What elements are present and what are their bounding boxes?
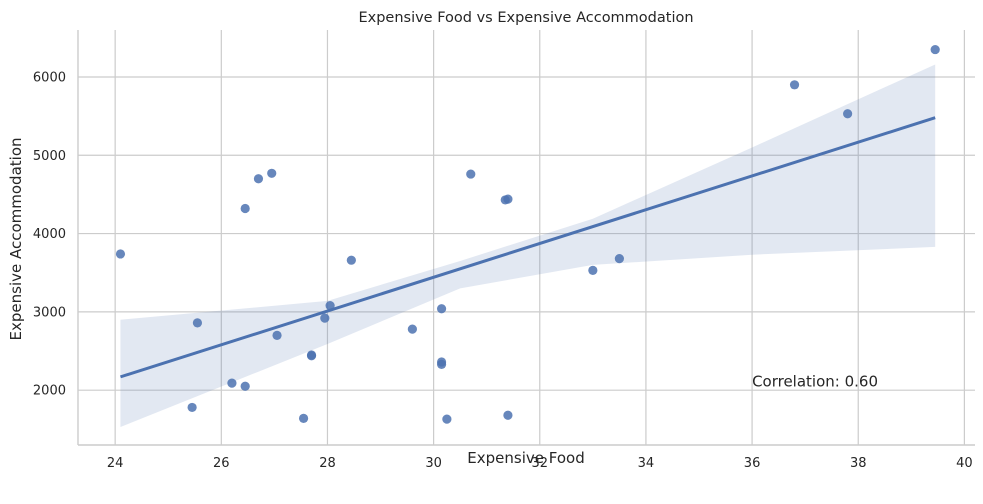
data-point-8 <box>272 330 282 340</box>
x-tick-label-1: 26 <box>213 456 230 471</box>
data-point-19 <box>442 414 452 424</box>
x-tick-label-0: 24 <box>107 456 124 471</box>
correlation-annotation: Correlation: 0.60 <box>752 372 878 390</box>
chart-title: Expensive Food vs Expensive Accommodatio… <box>358 10 693 26</box>
y-gridlines <box>78 76 975 391</box>
data-point-28 <box>930 44 940 55</box>
y-tick-label-0: 2000 <box>33 384 66 399</box>
x-tick-label-6: 36 <box>744 456 761 471</box>
data-point-3 <box>227 378 237 388</box>
x-tick-labels: 24 26 28 30 32 34 36 38 40 <box>107 456 973 471</box>
x-tick-label-7: 38 <box>850 456 867 471</box>
regression-line <box>120 116 936 379</box>
data-point-2 <box>192 318 203 328</box>
y-tick-label-4: 6000 <box>33 70 66 85</box>
x-tick-label-8: 40 <box>956 456 973 471</box>
x-tick-label-2: 28 <box>319 456 336 471</box>
data-point-0 <box>115 249 126 259</box>
data-point-23 <box>503 410 513 420</box>
data-point-4 <box>240 381 250 391</box>
data-point-12 <box>320 313 330 323</box>
data-point-9 <box>298 413 309 423</box>
data-point-14 <box>346 255 356 265</box>
x-tick-label-3: 30 <box>425 456 442 471</box>
data-point-11 <box>306 350 317 360</box>
x-axis-label: Expensive Food <box>467 449 584 467</box>
data-point-5 <box>240 203 250 214</box>
data-point-1 <box>187 402 197 413</box>
data-point-20 <box>466 169 476 179</box>
data-point-6 <box>253 174 264 184</box>
y-tick-label-3: 5000 <box>33 149 66 164</box>
y-axis-label: Expensive Accommodation <box>7 138 25 341</box>
data-point-16 <box>436 304 447 314</box>
y-tick-label-1: 3000 <box>33 305 66 320</box>
y-tick-label-2: 4000 <box>33 227 66 242</box>
data-point-27 <box>843 109 853 119</box>
data-point-24 <box>588 265 598 275</box>
data-point-25 <box>614 254 624 264</box>
x-tick-label-4: 32 <box>531 456 548 471</box>
x-gridlines <box>114 30 965 445</box>
data-point-15 <box>407 324 417 334</box>
data-point-18 <box>436 359 447 369</box>
x-tick-label-5: 34 <box>638 456 655 471</box>
data-point-22 <box>503 194 513 204</box>
y-tick-labels: 2000 3000 4000 5000 6000 <box>33 70 66 398</box>
data-point-26 <box>789 80 800 90</box>
data-point-7 <box>267 168 277 178</box>
